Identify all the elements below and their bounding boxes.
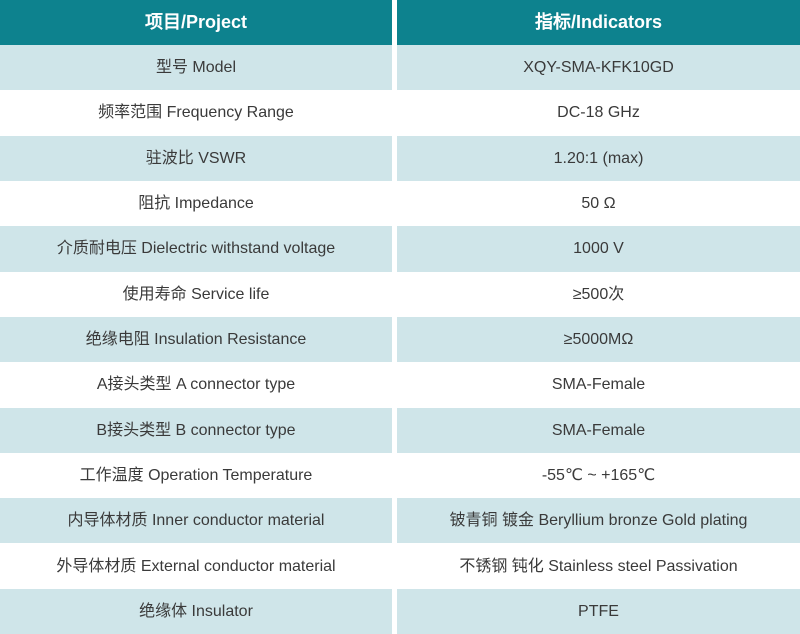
table-row: 型号 Model XQY-SMA-KFK10GD <box>0 45 800 91</box>
table-row: 外导体材质 External conductor material 不锈钢 钝化 … <box>0 543 800 589</box>
indicator-cell: 50 Ω <box>581 195 616 212</box>
header-project: 项目/Project <box>0 0 397 45</box>
project-cell: 频率范围 Frequency Range <box>0 90 397 136</box>
table-row: 使用寿命 Service life ≥500次 <box>0 271 800 317</box>
table-row: 内导体材质 Inner conductor material 铍青铜 镀金 Ber… <box>0 498 800 544</box>
table-row: A接头类型 A connector type SMA-Female <box>0 362 800 408</box>
project-cell: 使用寿命 Service life <box>0 271 397 317</box>
indicator-cell: PTFE <box>578 602 619 620</box>
table-row: 介质耐电压 Dielectric withstand voltage 1000 V <box>0 226 800 272</box>
indicator-cell: -55℃ ~ +165℃ <box>541 466 656 484</box>
table-row: 工作温度 Operation Temperature -55℃ ~ +165℃ <box>0 452 800 499</box>
project-cell: 工作温度 Operation Temperature <box>0 452 397 499</box>
project-cell: 绝缘体 Insulator <box>0 588 397 634</box>
project-cell: 介质耐电压 Dielectric withstand voltage <box>0 226 397 272</box>
project-cell: A接头类型 A connector type <box>0 362 397 408</box>
indicator-cell: ≥500次 <box>572 285 625 303</box>
indicator-cell: 不锈钢 钝化 Stainless steel Passivation <box>459 557 738 575</box>
indicator-cell: SMA-Female <box>551 376 646 394</box>
indicator-cell: SMA-Female <box>551 421 646 439</box>
table-row: B接头类型 B connector type SMA-Female <box>0 407 800 453</box>
table-header-row: 项目/Project 指标/Indicators <box>0 0 800 45</box>
project-cell: 外导体材质 External conductor material <box>0 543 397 589</box>
indicator-cell: DC-18 GHz <box>557 104 640 122</box>
indicator-cell: XQY-SMA-KFK10GD <box>523 59 674 77</box>
indicator-cell: 1000 V <box>573 240 624 258</box>
project-cell: 驻波比 VSWR <box>0 135 397 181</box>
table-row: 绝缘体 Insulator PTFE <box>0 588 800 634</box>
project-cell: 绝缘电阻 Insulation Resistance <box>0 316 397 363</box>
project-cell: 型号 Model <box>0 45 397 91</box>
project-cell: 内导体材质 Inner conductor material <box>0 498 397 544</box>
project-cell: 阻抗 Impedance <box>0 180 397 227</box>
table-row: 阻抗 Impedance 50 Ω <box>0 180 800 227</box>
table-row: 绝缘电阻 Insulation Resistance ≥5000MΩ <box>0 316 800 363</box>
table-row: 驻波比 VSWR 1.20:1 (max) <box>0 135 800 181</box>
project-cell: B接头类型 B connector type <box>0 407 397 453</box>
header-indicators: 指标/Indicators <box>534 11 663 32</box>
indicator-cell: 铍青铜 镀金 Beryllium bronze Gold plating <box>449 512 748 530</box>
indicator-cell: ≥5000MΩ <box>563 330 634 348</box>
table-row: 频率范围 Frequency Range DC-18 GHz <box>0 90 800 136</box>
indicator-cell: 1.20:1 (max) <box>553 149 644 167</box>
